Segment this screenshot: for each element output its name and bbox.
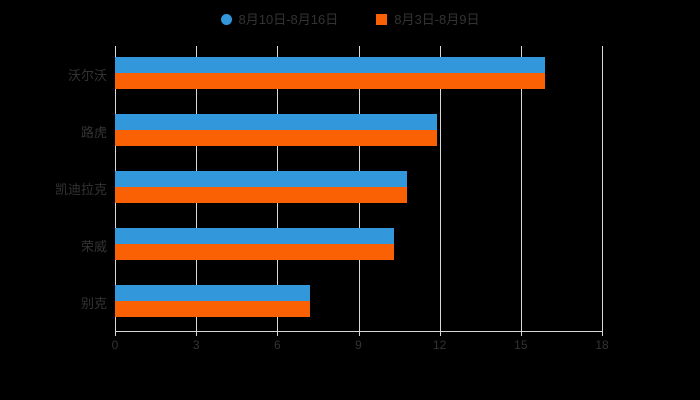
x-axis-tick-mark [115, 331, 116, 336]
bar-series-2[interactable] [115, 130, 437, 146]
bar-series-1[interactable] [115, 285, 310, 301]
x-axis-tick-label: 9 [355, 338, 362, 352]
chart-legend: 8月10日-8月16日 8月3日-8月9日 [0, 8, 700, 30]
y-axis-label-1: 沃尔沃 [67, 68, 107, 83]
y-axis-label-5: 别克 [80, 296, 107, 311]
x-axis-tick-label: 0 [111, 338, 119, 352]
bar-series-2[interactable] [115, 187, 408, 203]
y-axis-label-3: 凯迪拉克 [54, 182, 107, 197]
plot-area [115, 46, 603, 331]
bar-series-2[interactable] [115, 73, 546, 89]
legend-label-series-1: 8月10日-8月16日 [238, 11, 339, 27]
bar-series-1[interactable] [115, 228, 394, 244]
x-axis-tick-label: 3 [192, 338, 200, 352]
x-axis-tick-mark [602, 331, 603, 336]
bar-series-1[interactable] [115, 171, 408, 187]
x-gridline [602, 46, 603, 331]
x-axis-tick-mark [277, 331, 279, 336]
legend-item-series-1[interactable]: 8月10日-8月16日 [220, 8, 339, 30]
x-axis-tick-mark [439, 331, 441, 336]
bar-series-2[interactable] [115, 244, 394, 260]
bar-series-2[interactable] [115, 301, 310, 317]
x-axis-tick-label: 6 [273, 338, 281, 352]
x-gridline [439, 46, 441, 331]
y-axis-category-labels: 沃尔沃路虎凯迪拉克荣威别克 [0, 0, 107, 400]
x-axis-tick-mark [196, 331, 198, 336]
x-axis-tick-label: 18 [595, 338, 609, 352]
bar-series-1[interactable] [115, 114, 437, 130]
x-axis-tick-label: 15 [514, 338, 528, 352]
x-gridline [520, 46, 522, 331]
legend-square-marker-icon [376, 13, 388, 25]
x-axis-tick-mark [520, 331, 522, 336]
legend-label-series-2: 8月3日-8月9日 [394, 11, 480, 27]
legend-item-series-2[interactable]: 8月3日-8月9日 [376, 8, 479, 30]
y-axis-label-2: 路虎 [80, 125, 107, 140]
bar-series-1[interactable] [115, 57, 546, 73]
legend-circle-marker-icon [220, 13, 232, 25]
x-axis-tick-label: 12 [432, 338, 447, 352]
y-axis-label-4: 荣威 [80, 239, 107, 254]
x-axis-tick-mark [358, 331, 360, 336]
